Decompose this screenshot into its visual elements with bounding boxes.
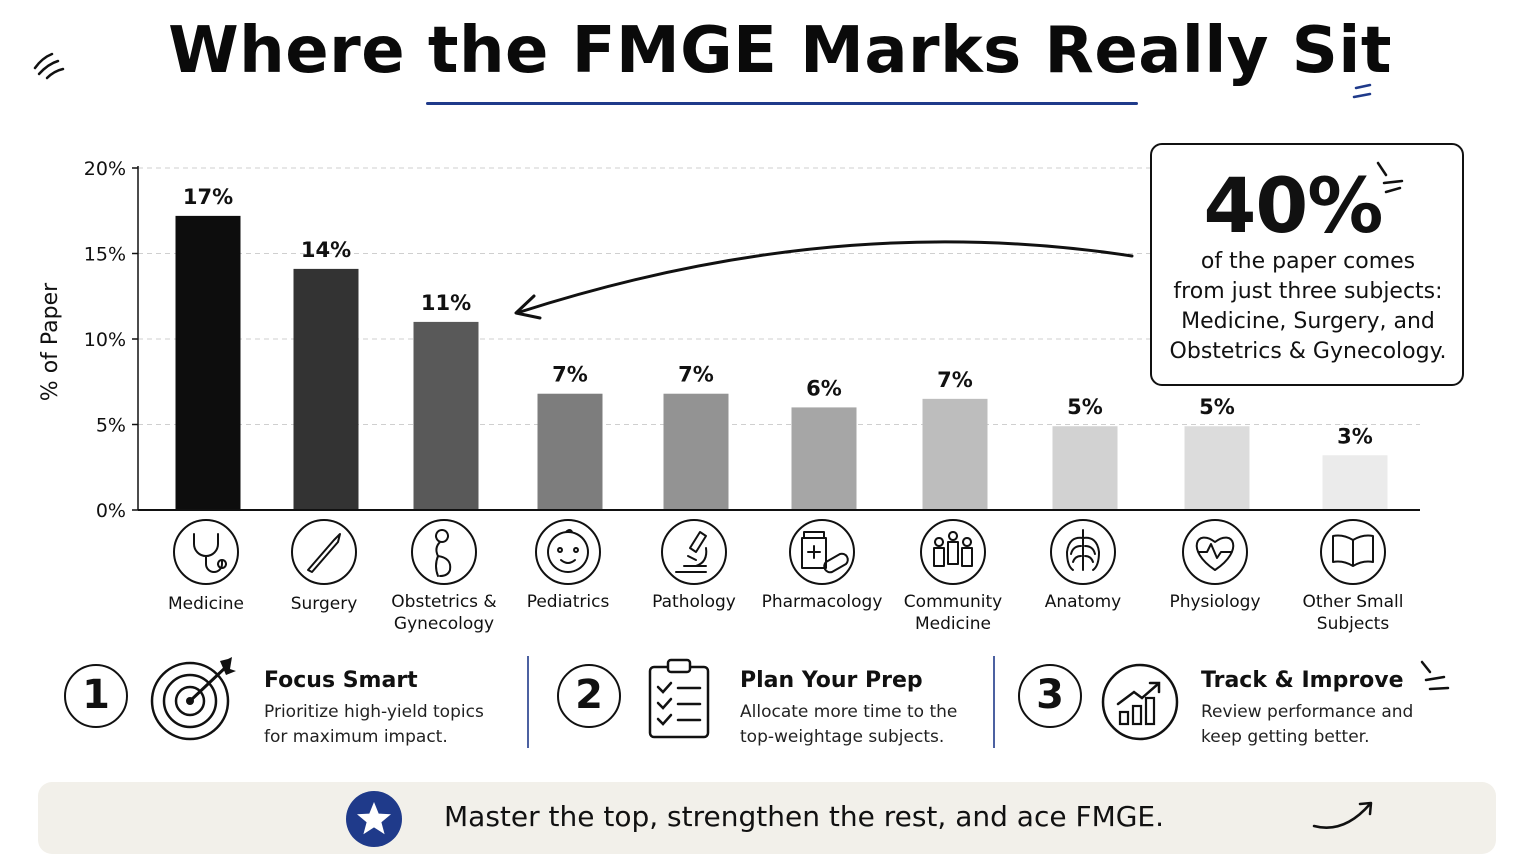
category-label-line: Gynecology — [393, 614, 495, 634]
y-tick-label: 0% — [96, 500, 126, 522]
page-title: Where the FMGE Marks Really Sit — [168, 14, 1392, 88]
step-description: Prioritize high-yield topics for maximum… — [264, 700, 484, 750]
bar — [1052, 426, 1118, 510]
growth-chart-icon — [1101, 663, 1179, 741]
step-description-line: top-weightage subjects. — [740, 727, 945, 747]
ribcage-icon — [1050, 519, 1116, 585]
step-divider — [527, 656, 529, 748]
category-label-line: Obstetrics & — [391, 592, 497, 612]
category-label: Other Small Subjects — [1278, 591, 1428, 635]
category-label-line: Other Small — [1302, 592, 1404, 612]
y-tick-label: 15% — [84, 244, 126, 266]
bar — [922, 398, 988, 510]
data-label: 5% — [1199, 395, 1235, 419]
callout-arrow — [518, 240, 1134, 314]
bar — [1322, 455, 1388, 510]
bar — [413, 321, 479, 510]
category-label-line: Subjects — [1316, 614, 1390, 634]
category-label: Pediatrics — [493, 591, 643, 613]
y-tick-label: 5% — [96, 415, 126, 437]
category-label-line: Pediatrics — [526, 592, 610, 612]
data-label: 3% — [1337, 424, 1373, 448]
step-title: Plan Your Prep — [740, 668, 923, 693]
checklist-icon — [648, 658, 710, 739]
stethoscope-icon — [173, 519, 239, 585]
step-description-line: keep getting better. — [1201, 727, 1370, 747]
step-description-line: Prioritize high-yield topics — [264, 702, 484, 722]
category-label-line: Medicine — [915, 614, 991, 634]
category-label-line: Surgery — [290, 594, 358, 614]
bar — [175, 215, 241, 510]
category-label: Obstetrics & Gynecology — [369, 591, 519, 635]
star-icon — [346, 791, 402, 847]
step-description-line: Allocate more time to the — [740, 702, 958, 722]
category-label: Anatomy — [1008, 591, 1158, 613]
category-label-line: Pharmacology — [761, 592, 883, 612]
step-description: Review performance and keep getting bett… — [1201, 700, 1413, 750]
burst-lines-icon — [1376, 161, 1404, 194]
step-title: Track & Improve — [1201, 668, 1404, 693]
bar — [537, 393, 603, 510]
category-label: Surgery — [249, 593, 399, 615]
target-icon — [150, 657, 236, 741]
burst-lines-icon — [1420, 660, 1450, 691]
step-number: 3 — [1018, 664, 1082, 728]
callout-line: Obstetrics & Gynecology. — [1169, 339, 1447, 364]
step-number: 1 — [64, 664, 128, 728]
data-label: 14% — [301, 238, 351, 262]
category-label: Pharmacology — [747, 591, 897, 613]
pregnancy-icon — [411, 519, 477, 585]
heart-pulse-icon — [1182, 519, 1248, 585]
step-number: 2 — [557, 664, 621, 728]
callout-box: 40% of the paper comes from just three s… — [1150, 143, 1464, 386]
bar-chart: 17% 14% 11% 7% 7% 6% 7% 5% 5% 3% 0% 5% 10% 15% 20% % … — [38, 158, 1420, 585]
category-label-line: Medicine — [168, 594, 244, 614]
y-tick-label: 20% — [84, 158, 126, 180]
bar — [791, 407, 857, 510]
callout-arrow-head — [514, 294, 542, 320]
bar — [663, 393, 729, 510]
data-label: 5% — [1067, 395, 1103, 419]
community-people-icon — [920, 519, 986, 585]
arrow-up-right-icon — [1312, 801, 1373, 829]
category-label: Physiology — [1140, 591, 1290, 613]
baby-face-icon — [535, 519, 601, 585]
callout-text: of the paper comes from just three subje… — [1160, 247, 1456, 367]
banner-text: Master the top, strengthen the rest, and… — [444, 800, 1165, 833]
data-label: 7% — [552, 363, 588, 387]
bar — [1184, 426, 1250, 510]
category-label-line: Physiology — [1169, 592, 1261, 612]
bottom-banner: Master the top, strengthen the rest, and… — [38, 782, 1496, 854]
data-label: 7% — [678, 363, 714, 387]
y-axis-label: % of Paper — [38, 282, 63, 401]
title-underline — [426, 102, 1138, 105]
category-label: Community Medicine — [878, 591, 1028, 635]
data-label: 6% — [806, 376, 842, 400]
callout-percentage: 40% — [1203, 161, 1384, 250]
microscope-icon — [661, 519, 727, 585]
open-book-icon — [1320, 519, 1386, 585]
category-label-line: Anatomy — [1044, 592, 1122, 612]
category-label: Medicine — [131, 593, 281, 615]
medicine-bottle-icon — [789, 519, 855, 585]
y-tick-label: 10% — [84, 329, 126, 351]
step-divider — [993, 656, 995, 748]
category-label-line: Pathology — [652, 592, 736, 612]
category-label: Pathology — [619, 591, 769, 613]
step-description-line: for maximum impact. — [264, 727, 448, 747]
scalpel-icon — [291, 519, 357, 585]
data-label: 11% — [421, 291, 471, 315]
callout-line: from just three subjects: — [1173, 279, 1443, 304]
accent-dashes-icon — [1352, 83, 1372, 99]
data-label: 17% — [183, 185, 233, 209]
data-label: 7% — [937, 368, 973, 392]
step-title: Focus Smart — [264, 668, 418, 693]
step-description: Allocate more time to the top-weightage … — [740, 700, 957, 750]
category-label-line: Community — [903, 592, 1003, 612]
step-description-line: Review performance and — [1201, 702, 1414, 722]
callout-line: Medicine, Surgery, and — [1181, 309, 1435, 334]
spark-lines-icon — [33, 52, 65, 80]
bar — [293, 268, 359, 510]
callout-line: of the paper comes — [1200, 249, 1416, 274]
